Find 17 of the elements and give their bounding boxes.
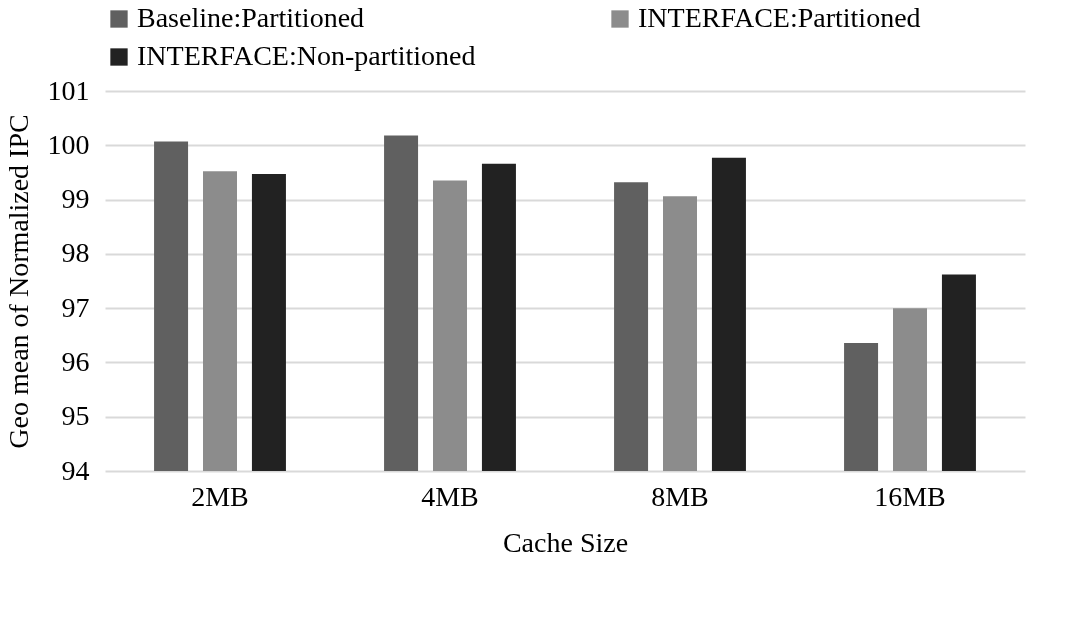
x-tick-label: 16MB [874,480,946,512]
legend-label: INTERFACE:Non-partitioned [137,40,476,71]
x-tick-label: 2MB [191,480,249,512]
legend-label: INTERFACE:Partitioned [638,2,921,33]
y-tick-label: 95 [61,400,90,432]
legend-label: Baseline:Partitioned [137,2,365,33]
y-tick-label: 94 [61,454,90,486]
y-tick-label: 101 [47,74,90,106]
y-axis-title: Geo mean of Normalized IPC [2,114,34,449]
x-tick-label: 8MB [651,480,709,512]
y-tick-label: 99 [61,183,90,215]
y-tick-label: 98 [61,237,90,269]
x-tick-label: 4MB [421,480,479,512]
y-tick-label: 96 [61,345,90,377]
y-tick-label: 100 [47,128,90,160]
x-axis-title: Cache Size [502,526,629,558]
y-tick-label: 97 [61,291,90,323]
